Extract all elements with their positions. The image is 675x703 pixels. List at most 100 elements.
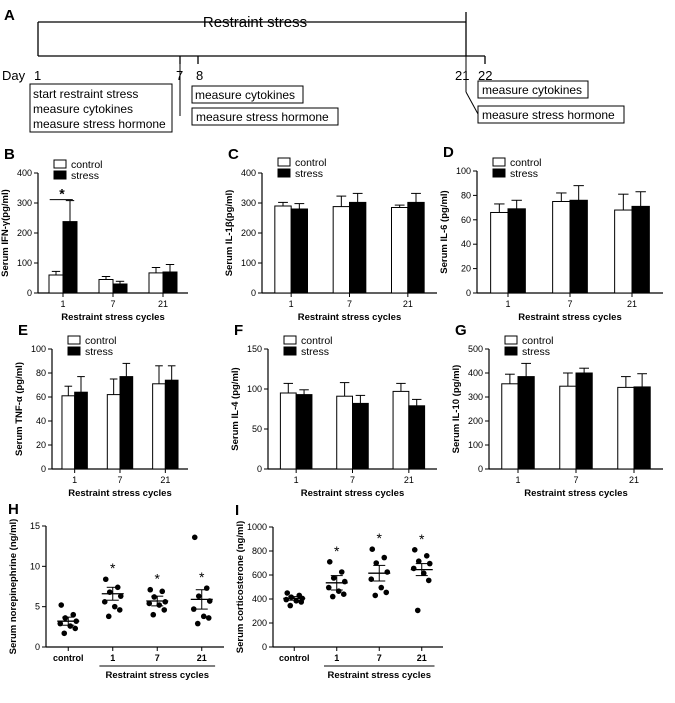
note-day8-text: measure cytokines (195, 88, 295, 102)
bar-stress-B (62, 221, 78, 294)
note-day22-frame (477, 80, 589, 99)
legend-label-control-C: control (295, 157, 327, 169)
bar-stress-B (162, 271, 178, 294)
y-tick-label-B: 200 (17, 228, 32, 238)
bar-control-F (279, 392, 297, 470)
bar-control-C (274, 205, 292, 294)
note-day7-frame (191, 107, 339, 126)
panel-letter-a: A (4, 7, 15, 24)
timeline-title: Restraint stress (203, 14, 307, 31)
timeline-day-label: Day (2, 68, 26, 83)
note-day22-text: measure cytokines (482, 83, 582, 97)
bar-control-E (152, 383, 166, 470)
chart-panel-h: H 0 5 10 15 Serum norepinephrine (ng/ml) contr… (8, 501, 224, 681)
data-point-H (105, 613, 112, 620)
significance-star-I: * (377, 530, 383, 546)
y-tick-label-C: 400 (241, 168, 256, 178)
bar-stress-D (631, 205, 650, 294)
data-point-H (62, 615, 69, 621)
legend-label-stress-G: stress (522, 346, 550, 358)
data-point-I (293, 598, 300, 604)
y-axis-title-D: Serum IL-6 (pg/ml) (439, 190, 450, 273)
data-point-H (58, 602, 65, 608)
data-point-I (410, 565, 417, 572)
y-tick-label-I: 800 (252, 546, 267, 556)
bar-stress-D (507, 208, 526, 294)
y-tick-label-B: 100 (17, 258, 32, 268)
note-day22-box: measure cytokines (477, 80, 589, 99)
bar-control-E (106, 394, 121, 470)
x-tick-label-F: 21 (404, 475, 414, 485)
legend-swatch-control-B (53, 159, 67, 169)
note-day21-connector-angle (465, 91, 479, 115)
bar-stress-C (349, 201, 367, 294)
y-tick-label-G: 400 (468, 368, 483, 378)
bar-control-B (148, 272, 164, 294)
x-tick-label-E: 1 (72, 475, 77, 485)
y-tick-label-C: 300 (241, 198, 256, 208)
y-tick-label-G: 100 (468, 440, 483, 450)
data-point-I (325, 584, 332, 591)
bar-control-F (336, 395, 353, 470)
data-point-H (147, 586, 154, 593)
panel-letter-b: B (4, 146, 15, 163)
legend-swatch-control-D (492, 157, 506, 167)
bar-stress-E (164, 379, 179, 470)
data-point-H (156, 602, 163, 608)
x-tick-label-D: 1 (505, 299, 510, 309)
panel-letter-g: G (455, 322, 467, 339)
bar-stress-F (352, 402, 369, 470)
bar-control-B (48, 274, 64, 294)
y-tick-label-D: 0 (466, 288, 471, 298)
data-point-H (146, 600, 153, 607)
data-point-H (151, 594, 158, 600)
legend-swatch-control-C (277, 157, 291, 167)
data-point-I (329, 593, 336, 600)
x-tick-label-H: 21 (197, 653, 207, 663)
x-tick-label-H: control (53, 653, 84, 663)
legend-label-control-D: control (510, 157, 542, 169)
x-tick-label-I: 7 (377, 653, 382, 663)
data-point-I (330, 575, 337, 581)
y-tick-label-E: 60 (36, 392, 46, 402)
x-tick-label-C: 21 (403, 299, 413, 309)
x-tick-label-C: 1 (289, 299, 294, 309)
legend-label-control-E: control (85, 335, 117, 347)
significance-star-H: * (110, 560, 116, 576)
timeline-day-21: 21 (455, 68, 469, 83)
data-point-I (415, 558, 422, 564)
note-day21-box: measure stress hormone (477, 105, 625, 124)
data-point-H (67, 623, 74, 629)
note-day8-frame (191, 85, 304, 104)
legend-swatch-stress-G (504, 346, 518, 356)
y-axis-title-H: Serum norepinephrine (ng/ml) (8, 519, 19, 655)
legend-label-control-G: control (522, 335, 554, 347)
legend-label-stress-C: stress (295, 168, 323, 180)
data-point-I (341, 578, 348, 585)
significance-star-B: * (59, 186, 65, 202)
note-day21-frame (477, 105, 625, 124)
y-tick-label-F: 100 (247, 384, 262, 394)
legend-swatch-control-F (283, 335, 297, 345)
y-tick-label-H: 15 (30, 521, 40, 531)
data-point-I (326, 559, 333, 565)
panel-letter-h: H (8, 501, 19, 518)
legend-swatch-stress-E (67, 346, 81, 356)
y-tick-label-D: 100 (456, 166, 471, 176)
bar-stress-F (408, 405, 426, 470)
data-point-I (338, 569, 345, 575)
data-point-H (57, 620, 64, 627)
x-tick-label-I: 21 (417, 653, 427, 663)
bar-control-G (617, 386, 635, 470)
bar-stress-C (407, 201, 425, 294)
data-point-I (423, 553, 430, 559)
panel-letter-f: F (234, 322, 243, 339)
data-point-H (150, 611, 157, 618)
note-day1-line1: start restraint stress (33, 87, 138, 101)
x-tick-label-D: 21 (627, 299, 637, 309)
legend-label-control-F: control (301, 335, 333, 347)
bar-stress-E (74, 391, 88, 470)
bar-stress-G (517, 376, 535, 470)
y-tick-label-B: 300 (17, 198, 32, 208)
significance-star-I: * (334, 543, 340, 559)
